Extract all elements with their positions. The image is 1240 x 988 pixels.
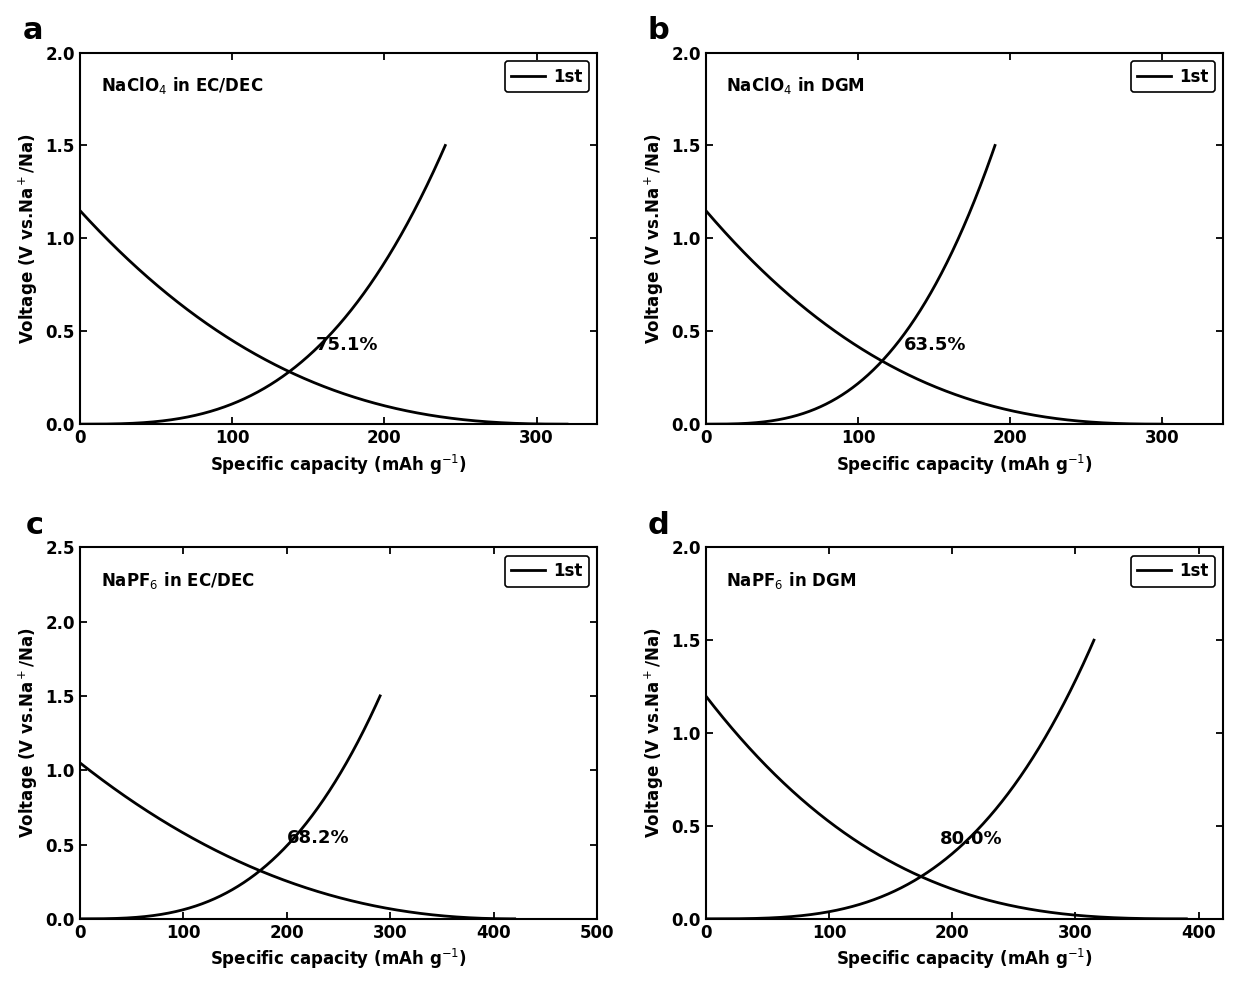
X-axis label: Specific capacity (mAh g$^{-1}$): Specific capacity (mAh g$^{-1}$) (211, 453, 467, 476)
Text: 63.5%: 63.5% (904, 336, 966, 354)
Text: NaClO$_4$ in DGM: NaClO$_4$ in DGM (727, 75, 866, 96)
Legend: 1st: 1st (1131, 555, 1215, 587)
Y-axis label: Voltage (V vs.Na$^+$/Na): Voltage (V vs.Na$^+$/Na) (16, 627, 40, 839)
Text: NaPF$_6$ in DGM: NaPF$_6$ in DGM (727, 569, 857, 591)
Y-axis label: Voltage (V vs.Na$^+$/Na): Voltage (V vs.Na$^+$/Na) (16, 133, 40, 344)
Text: d: d (647, 511, 670, 539)
Y-axis label: Voltage (V vs.Na$^+$/Na): Voltage (V vs.Na$^+$/Na) (642, 133, 666, 344)
Legend: 1st: 1st (1131, 61, 1215, 92)
X-axis label: Specific capacity (mAh g$^{-1}$): Specific capacity (mAh g$^{-1}$) (211, 947, 467, 971)
X-axis label: Specific capacity (mAh g$^{-1}$): Specific capacity (mAh g$^{-1}$) (836, 947, 1092, 971)
X-axis label: Specific capacity (mAh g$^{-1}$): Specific capacity (mAh g$^{-1}$) (836, 453, 1092, 476)
Text: b: b (647, 16, 670, 45)
Text: 80.0%: 80.0% (940, 830, 1002, 849)
Legend: 1st: 1st (505, 61, 589, 92)
Legend: 1st: 1st (505, 555, 589, 587)
Y-axis label: Voltage (V vs.Na$^+$/Na): Voltage (V vs.Na$^+$/Na) (642, 627, 666, 839)
Text: 75.1%: 75.1% (316, 336, 378, 354)
Text: NaPF$_6$ in EC/DEC: NaPF$_6$ in EC/DEC (100, 569, 254, 591)
Text: NaClO$_4$ in EC/DEC: NaClO$_4$ in EC/DEC (100, 75, 263, 96)
Text: 68.2%: 68.2% (286, 830, 350, 848)
Text: a: a (24, 16, 43, 45)
Text: c: c (26, 511, 43, 539)
